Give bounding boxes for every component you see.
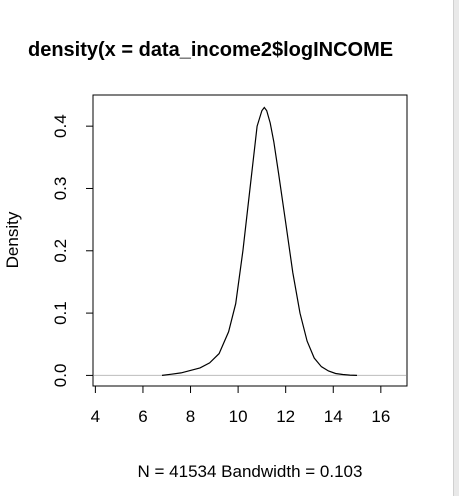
x-axis: 4 6 8 10 12 14 16 [91, 385, 390, 426]
y-tick-label: 0.1 [51, 301, 70, 325]
x-tick-label: 4 [91, 407, 100, 426]
density-curve [161, 106, 358, 376]
x-tick-label: 6 [138, 407, 147, 426]
plot-frame [92, 94, 408, 387]
plot-area [92, 94, 408, 387]
x-axis-label: N = 41534 Bandwidth = 0.103 [138, 462, 363, 481]
y-tick-label: 0.3 [51, 177, 70, 201]
y-tick-label: 0.4 [51, 114, 70, 138]
y-tick-label: 0.2 [51, 239, 70, 263]
x-tick-label: 12 [276, 407, 295, 426]
y-axis-label: Density [3, 211, 22, 268]
x-tick-label: 8 [186, 407, 195, 426]
x-tick-label: 14 [324, 407, 343, 426]
chart-title: density(x = data_income2$logINCOME [28, 39, 393, 61]
y-axis: 0.0 0.1 0.2 0.3 0.4 [51, 114, 94, 388]
x-tick-label: 16 [371, 407, 390, 426]
window-edge [453, 0, 459, 496]
x-tick-label: 10 [229, 407, 248, 426]
y-tick-label: 0.0 [51, 364, 70, 388]
